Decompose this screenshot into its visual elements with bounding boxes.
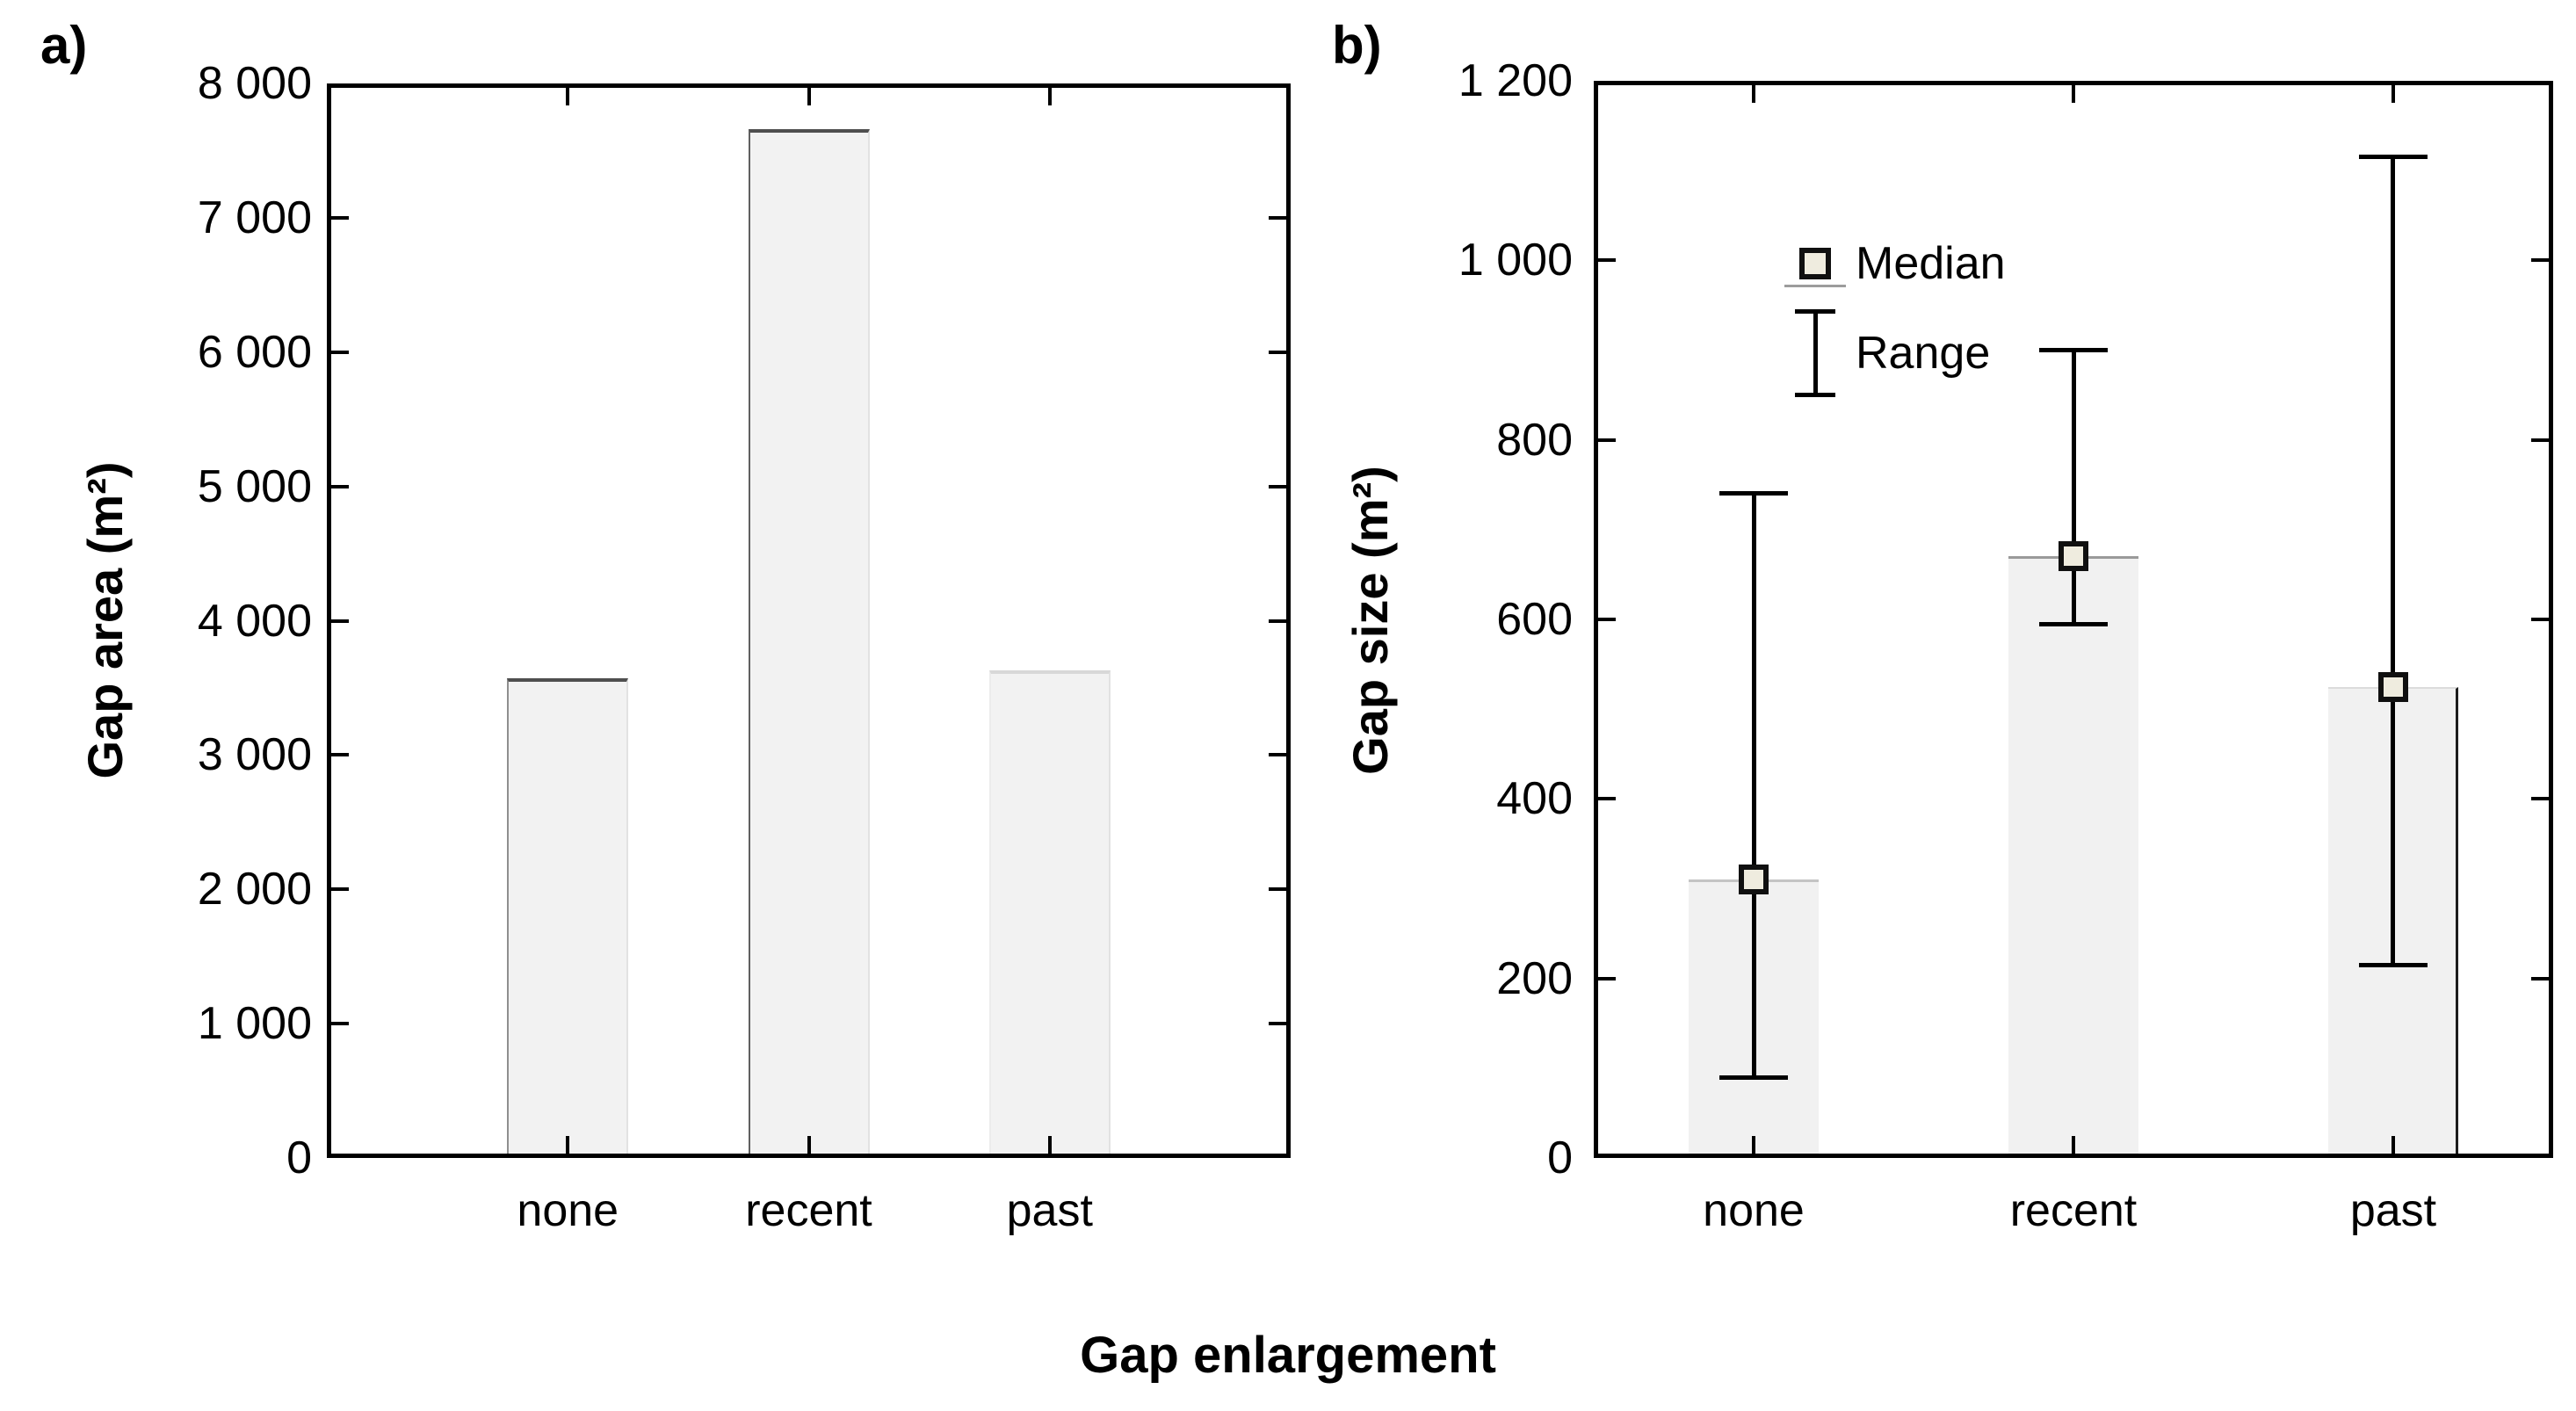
panel-b-x-tick-bottom-recent [2072, 1136, 2075, 1154]
panel-b-median-marker-recent [2059, 541, 2088, 572]
panel-a-y-tick-label: 3 000 [197, 729, 312, 781]
panel-b-x-tick-bottom-none [1752, 1136, 1755, 1154]
panel-b-range-line-past [2391, 156, 2396, 966]
panel-a-x-tick-top-past [1047, 88, 1052, 105]
panel-a-x-tick-bottom-none [566, 1136, 570, 1154]
panel-b-y-tick-left [1598, 258, 1616, 263]
legend-median-label: Median [1856, 238, 2006, 289]
panel-a-y-tick-label: 8 000 [197, 58, 312, 109]
panel-a-bar-recent [748, 128, 870, 1158]
panel-a-x-tick-bottom-past [1047, 1136, 1052, 1154]
panel-b-y-tick-right [2531, 438, 2549, 442]
panel-b-y-tick-label: 400 [1496, 773, 1573, 825]
panel-b-y-tick-right [2531, 258, 2549, 263]
panel-b-y-tick-label: 600 [1496, 594, 1573, 645]
panel-b-bar-recent [2008, 556, 2138, 1158]
panel-b-y-tick-right [2531, 797, 2549, 801]
panel-a-y-tick-label: 4 000 [197, 595, 312, 647]
panel-a-y-tick-left [331, 753, 349, 757]
panel-b-range-cap-high-recent [2039, 348, 2108, 352]
panel-b-y-tick-left [1598, 618, 1616, 621]
panel-b-y-tick-label: 800 [1496, 414, 1573, 466]
panel-a-category-label-recent: recent [745, 1185, 872, 1236]
panel-a-x-tick-bottom-recent [807, 1136, 811, 1154]
panel-b-range-cap-high-none [1719, 491, 1788, 496]
panel-b-range-cap-high-past [2358, 155, 2428, 160]
panel-b-range-line-recent [2071, 350, 2076, 625]
panel-b-y-tick-right [2531, 976, 2549, 980]
panel-b-median-marker-none [1739, 865, 1769, 895]
panel-b-x-tick-bottom-past [2391, 1136, 2395, 1154]
panel-a-y-tick-right [1269, 350, 1286, 354]
panel-a-category-label-past: past [1006, 1185, 1093, 1236]
panel-a-y-tick-label: 1 000 [197, 998, 312, 1050]
panel-a-category-label-none: none [517, 1185, 619, 1236]
legend-median-marker-icon [1799, 248, 1831, 279]
panel-b-range-line-none [1751, 493, 1756, 1078]
panel-a-y-tick-label: 5 000 [197, 460, 312, 512]
panel-b-category-label-past: past [2349, 1185, 2437, 1236]
panel-a-y-tick-label: 7 000 [197, 192, 312, 243]
panel-a-y-tick-left [331, 887, 349, 892]
panel-b-x-tick-top-none [1752, 85, 1755, 103]
panel-b-y-tick-left [1598, 438, 1616, 442]
panel-a-y-tick-label: 2 000 [197, 864, 312, 915]
panel-b-y-tick-left [1598, 976, 1616, 980]
panel-a-y-tick-left [331, 350, 349, 354]
x-axis-label: Gap enlargement [1080, 1327, 1496, 1384]
panel-a-bar-none [507, 678, 629, 1158]
panel-b-y-tick-label: 1 200 [1458, 55, 1573, 106]
panel-b-range-cap-low-past [2358, 962, 2428, 967]
panel-b-y-tick-label: 200 [1496, 952, 1573, 1004]
panel-a-y-tick-right [1269, 887, 1286, 892]
panel-a-x-tick-top-none [566, 88, 570, 105]
panel-b-y-tick-label: 0 [1547, 1132, 1573, 1183]
panel-a-y-tick-left [331, 215, 349, 220]
legend-range-glyph-icon [1795, 309, 1835, 397]
panel-a-y-tick-left [331, 1022, 349, 1026]
panel-b-range-cap-low-recent [2039, 621, 2108, 626]
panel-a-y-tick-right [1269, 484, 1286, 488]
panel-b-y-tick-right [2531, 618, 2549, 621]
panel-b-x-tick-top-recent [2072, 85, 2075, 103]
panel-a-label: a) [40, 16, 88, 75]
panel-a-x-tick-top-recent [807, 88, 811, 105]
panel-a-y-tick-right [1269, 619, 1286, 623]
panel-a-y-tick-right [1269, 753, 1286, 757]
panel-b-category-label-recent: recent [2009, 1185, 2138, 1236]
panel-a-y-tick-right [1269, 215, 1286, 220]
panel-b-range-cap-low-none [1719, 1075, 1788, 1080]
panel-b-label: b) [1332, 16, 1382, 75]
legend-range-label: Range [1856, 328, 1991, 379]
panel-b-y-tick-left [1598, 797, 1616, 801]
panel-b-median-marker-past [2377, 671, 2408, 702]
legend-median-underline-icon [1784, 285, 1846, 287]
panel-b-x-tick-top-past [2391, 85, 2395, 103]
panel-a-bar-past [988, 670, 1111, 1158]
legend: Median Range [1775, 228, 2144, 422]
panel-b-y-tick-label: 1 000 [1458, 235, 1573, 286]
panel-a-y-tick-label: 0 [286, 1132, 312, 1183]
panel-a-y-tick-left [331, 619, 349, 623]
panel-a-y-tick-left [331, 484, 349, 488]
panel-b-category-label-none: none [1703, 1185, 1805, 1236]
panel-a-y-tick-right [1269, 1022, 1286, 1026]
panel-a-y-tick-label: 6 000 [197, 326, 312, 378]
